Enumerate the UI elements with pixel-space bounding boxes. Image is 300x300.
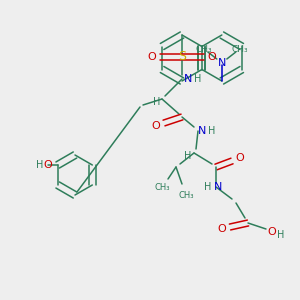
Text: CH₃: CH₃ [196,44,212,53]
Text: CH₃: CH₃ [178,191,194,200]
Text: H: H [194,74,202,84]
Text: CH₃: CH₃ [154,184,170,193]
Text: N: N [218,58,226,68]
Text: H: H [153,97,161,107]
Text: CH₃: CH₃ [232,44,248,53]
Text: H: H [184,151,192,161]
Text: O: O [268,227,276,237]
Text: S: S [178,50,186,64]
Text: H: H [208,126,216,136]
Text: H: H [277,230,285,240]
Text: O: O [208,52,216,62]
Text: O: O [43,160,52,170]
Text: N: N [214,182,222,192]
Text: O: O [152,121,160,131]
Text: H: H [36,160,44,170]
Text: N: N [184,74,192,84]
Text: O: O [148,52,156,62]
Text: H: H [204,182,212,192]
Text: N: N [198,126,206,136]
Text: O: O [236,153,244,163]
Text: O: O [218,224,226,234]
